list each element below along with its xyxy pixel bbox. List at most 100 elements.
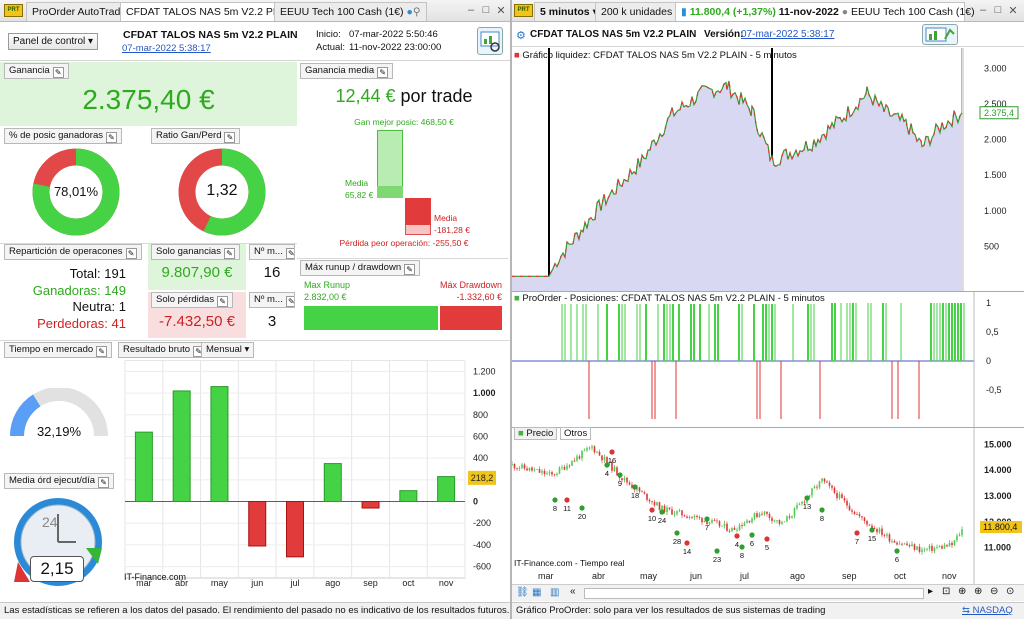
control-panel-button[interactable]: Panel de control ▾: [8, 33, 99, 50]
trade-marker: [894, 548, 900, 554]
grid-icon[interactable]: ▦: [532, 587, 542, 598]
zoom-fit-icon[interactable]: ⊡: [942, 586, 951, 597]
zoom-in-icon[interactable]: ⊕: [974, 586, 983, 597]
wrench-icon[interactable]: ✎: [223, 248, 235, 259]
tab-instrument-label: EEUU Tech 100 Cash (1€): [280, 6, 404, 18]
horizontal-scrollbar[interactable]: [584, 588, 924, 599]
maximize-button[interactable]: □: [482, 4, 490, 16]
trade-marker: [579, 505, 585, 511]
avg-orders-label: Media órd ejecut/día: [9, 475, 96, 486]
candle-body: [726, 523, 728, 531]
other-tab[interactable]: Otros: [559, 427, 592, 440]
zoom-reset-icon[interactable]: ⊙: [1006, 586, 1015, 597]
version-date-link[interactable]: 07-mar-2022 5:38:17: [122, 43, 211, 54]
right-status-text: Gráfico ProOrder: solo para ver los resu…: [516, 605, 826, 616]
candle-body: [793, 508, 796, 516]
ganancia-media-suffix: por trade: [400, 86, 473, 106]
n-gains-value: 16: [263, 264, 281, 281]
candle-body: [918, 546, 921, 552]
link-icon[interactable]: ⛓: [516, 587, 529, 598]
wrench-icon[interactable]: ✎: [404, 264, 416, 275]
trade-label: 28: [673, 537, 681, 546]
losers-row: Perdedoras: 41: [8, 316, 126, 333]
units-select[interactable]: 200 k unidades ▾: [595, 2, 687, 21]
period-select[interactable]: Mensual ▾: [201, 342, 255, 358]
bar-jun: [248, 501, 267, 547]
tab-autotrading[interactable]: ProOrder AutoTrading: [26, 2, 141, 21]
wrench-icon[interactable]: ✎: [285, 248, 294, 259]
pane-splitter[interactable]: [510, 0, 512, 619]
strategy-header: Panel de control ▾ 07-mar-2022 5:38:17 C…: [0, 23, 510, 61]
timeframe-select[interactable]: 5 minutos ▾: [534, 2, 604, 21]
wrench-icon[interactable]: ✎: [52, 67, 64, 78]
zoom-area-icon[interactable]: ⊕: [958, 586, 967, 597]
divider: [0, 340, 510, 341]
right-version-date[interactable]: 07-mar-2022 5:38:17: [741, 29, 835, 40]
x-tick-label: nov: [439, 578, 454, 588]
candle-body: [873, 528, 876, 529]
value-marker-label: 218,2: [471, 473, 494, 483]
tab-strategy[interactable]: CFDAT TALOS NAS 5m V2.2 PLAIN: [120, 2, 303, 21]
price-date: 11-nov-2022: [778, 6, 839, 18]
candle-body: [883, 535, 886, 536]
candle-body: [666, 507, 668, 513]
instrument-tab[interactable]: ▮ 11.800,4 (+1,37%) 11-nov-2022 ● EEUU T…: [675, 2, 975, 21]
wrench-icon[interactable]: ✎: [125, 248, 137, 259]
tab-instrument[interactable]: EEUU Tech 100 Cash (1€) ●⚲: [274, 2, 427, 21]
wrench-icon[interactable]: ✎: [98, 477, 110, 488]
equity-axis: 3.000 2.500 2.000 1.500 1.000 500 2.375,4: [962, 48, 1019, 291]
zoom-out-icon[interactable]: ⊖: [990, 586, 999, 597]
backtest-icon[interactable]: [922, 24, 958, 45]
candle-body: [568, 465, 571, 467]
candle-body: [926, 548, 928, 550]
candle-body: [593, 446, 596, 453]
candle-body: [826, 481, 828, 483]
x-tick-label: abr: [592, 571, 606, 581]
x-tick-label: mar: [538, 571, 554, 581]
candle-body: [681, 510, 683, 516]
chart-type-icon[interactable]: ▥: [550, 587, 560, 598]
avg-win-label: Media: [345, 178, 369, 188]
candle-body: [608, 461, 611, 463]
close-button[interactable]: ✕: [496, 5, 506, 17]
candle-body: [751, 518, 753, 523]
wrench-icon[interactable]: ✎: [96, 346, 108, 357]
nasdaq-link[interactable]: ⇆ NASDAQ: [962, 603, 1013, 619]
positions-chart-title: ■ ProOrder - Posiciones: CFDAT TALOS NAS…: [514, 293, 825, 304]
y-tick-label: 3.000: [984, 63, 1007, 73]
x-tick-label: jul: [740, 571, 750, 581]
wrench-icon[interactable]: ✎: [377, 67, 389, 78]
report-icon[interactable]: [477, 27, 503, 55]
price-candles: [512, 444, 963, 555]
price-change: 11.800,4 (+1,37%): [689, 6, 776, 18]
chat-icon: ●: [406, 6, 413, 18]
timeframe-label: 5 minutos: [540, 6, 590, 18]
candle-body: [951, 542, 953, 546]
n-gains-label: Nº m...: [254, 246, 283, 257]
winners-label: Ganadoras:: [32, 282, 101, 298]
pct-winners-label: % de posic ganadoras: [9, 130, 104, 141]
candle-body: [773, 520, 776, 522]
candle-body: [801, 501, 803, 504]
pct-winners-title: % de posic ganadoras ✎: [4, 128, 123, 144]
close-button[interactable]: ✕: [1008, 5, 1018, 17]
wrench-icon[interactable]: ✎: [285, 296, 294, 307]
scroll-right-icon[interactable]: ▸: [928, 586, 934, 597]
candle-body: [731, 527, 733, 531]
minimize-button[interactable]: ‒: [979, 4, 987, 16]
candle-body: [853, 511, 856, 515]
price-tab[interactable]: ■ Precio: [514, 427, 558, 440]
maximize-button[interactable]: □: [994, 4, 1002, 16]
wrench-icon[interactable]: ✎: [106, 132, 118, 143]
scroll-left-icon[interactable]: «: [570, 586, 576, 597]
wrench-icon[interactable]: ✎: [224, 132, 236, 143]
avg-win-bar: [377, 186, 403, 198]
bar-oct: [399, 490, 418, 503]
minimize-button[interactable]: ‒: [467, 4, 475, 16]
trade-marker: [854, 530, 860, 536]
x-tick-label: mar: [136, 578, 152, 588]
candle-body: [896, 542, 898, 545]
bar-may: [210, 386, 229, 503]
wrench-icon[interactable]: ✎: [217, 296, 229, 307]
right-strategy-name: CFDAT TALOS NAS 5m V2.2 PLAIN: [530, 29, 697, 40]
